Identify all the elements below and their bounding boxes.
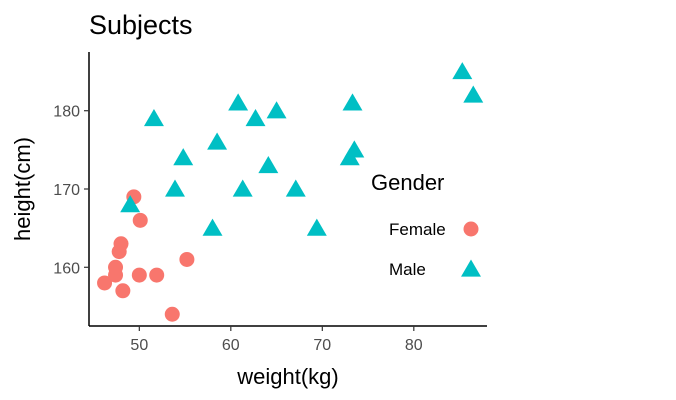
male-point <box>207 132 228 150</box>
x-tick-label: 50 <box>130 337 148 354</box>
y-tick-label: 160 <box>53 260 80 277</box>
male-point <box>232 179 253 197</box>
y-axis-ticks: 160 170 180 <box>53 104 89 277</box>
y-tick-label: 170 <box>53 182 80 199</box>
legend: Gender Female Male <box>371 170 481 279</box>
male-point <box>344 140 365 158</box>
legend-label-female: Female <box>389 220 446 239</box>
male-point <box>452 62 473 80</box>
female-point <box>149 267 165 283</box>
x-axis-title: weight(kg) <box>236 364 338 389</box>
legend-title: Gender <box>371 170 444 195</box>
female-point <box>97 275 113 291</box>
x-tick-label: 60 <box>222 337 240 354</box>
chart-title: Subjects <box>89 10 193 40</box>
legend-items: Female Male <box>389 220 481 279</box>
x-tick-label: 70 <box>313 337 331 354</box>
male-point <box>228 93 249 111</box>
male-point <box>258 156 279 174</box>
data-points <box>97 62 484 322</box>
y-tick-label: 180 <box>53 104 80 121</box>
legend-label-male: Male <box>389 260 426 279</box>
male-point <box>463 85 484 103</box>
male-point <box>165 179 185 197</box>
male-point <box>306 218 327 236</box>
y-axis-title: height(cm) <box>10 137 35 241</box>
male-point <box>285 179 306 197</box>
legend-key-female <box>463 221 479 237</box>
male-point <box>173 148 194 166</box>
male-point <box>202 218 223 236</box>
legend-key-male <box>461 259 481 277</box>
male-point <box>342 93 363 111</box>
female-point <box>179 251 195 267</box>
female-point <box>132 212 148 228</box>
plot-area: 50 60 70 80 160 170 180 <box>53 52 487 354</box>
female-point <box>113 236 129 252</box>
male-point <box>143 109 164 127</box>
female-point <box>108 259 124 275</box>
female-point <box>115 283 131 299</box>
x-tick-label: 80 <box>405 337 423 354</box>
female-point <box>164 306 180 322</box>
x-axis-ticks: 50 60 70 80 <box>130 326 423 354</box>
male-point <box>266 101 287 119</box>
male-point <box>245 109 266 127</box>
female-point <box>131 267 147 283</box>
male-point <box>120 195 141 213</box>
